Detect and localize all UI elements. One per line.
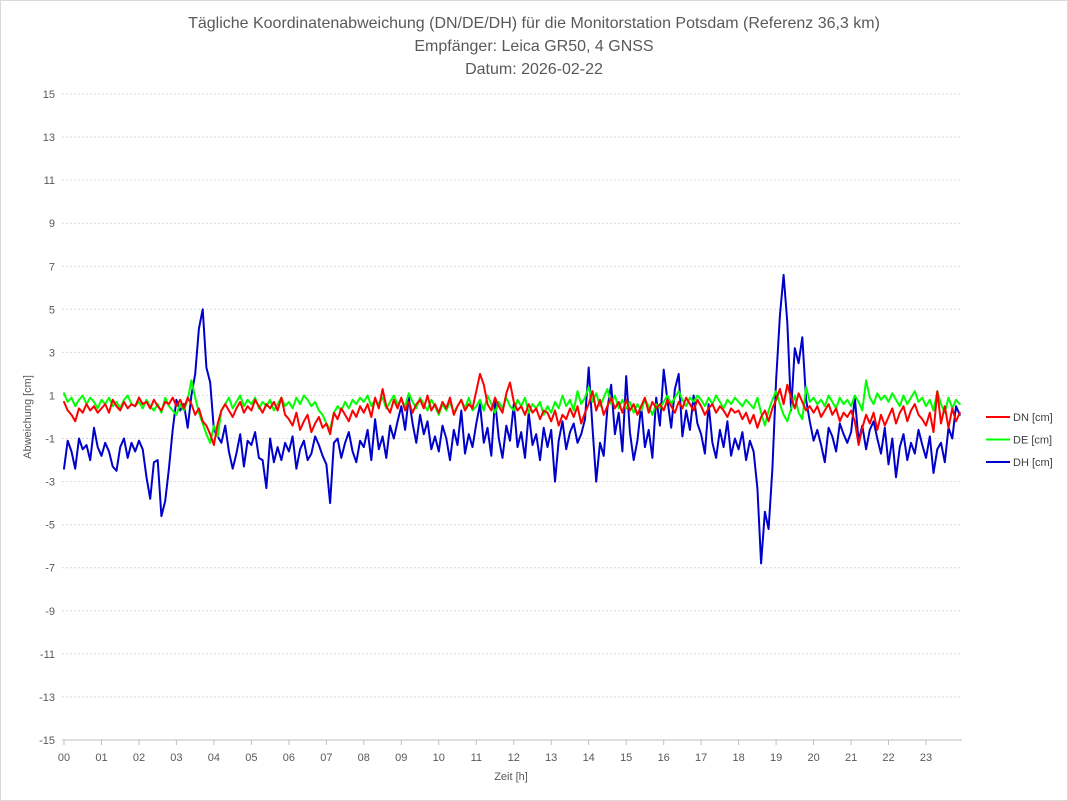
x-tick-label: 07 <box>320 752 332 764</box>
y-tick-label: 15 <box>43 89 55 101</box>
x-tick-label: 13 <box>545 752 557 764</box>
x-tick-label: 22 <box>882 752 894 764</box>
y-tick-label: -1 <box>45 434 55 446</box>
x-tick-label: 17 <box>695 752 707 764</box>
legend: DN [cm] DE [cm] DH [cm] <box>986 412 1053 469</box>
legend-label-de: DE [cm] <box>1013 435 1052 447</box>
x-axis-ticks: 00 01 02 03 04 05 06 07 08 09 10 11 12 13 14 15 16 17 18 19… <box>58 740 932 764</box>
x-tick-label: 16 <box>658 752 670 764</box>
y-tick-label: 3 <box>49 347 55 359</box>
y-tick-label: -15 <box>39 735 55 747</box>
y-tick-label: -13 <box>39 692 55 704</box>
legend-item-de: DE [cm] <box>986 435 1052 447</box>
x-tick-label: 19 <box>770 752 782 764</box>
gridlines <box>62 93 962 741</box>
x-axis-title: Zeit [h] <box>494 771 528 783</box>
x-tick-label: 15 <box>620 752 632 764</box>
x-tick-label: 00 <box>58 752 70 764</box>
chart-subtitle-receiver: Empfänger: Leica GR50, 4 GNSS <box>414 38 653 55</box>
legend-item-dn: DN [cm] <box>986 412 1053 424</box>
y-tick-label: -5 <box>45 520 55 532</box>
series-line-dn <box>63 372 961 446</box>
y-tick-label: 13 <box>43 132 55 144</box>
x-tick-label: 20 <box>807 752 819 764</box>
x-tick-label: 04 <box>208 752 220 764</box>
x-tick-label: 12 <box>508 752 520 764</box>
y-tick-label: -7 <box>45 563 55 575</box>
x-tick-label: 11 <box>471 752 482 764</box>
series-line-dh <box>63 273 961 565</box>
y-tick-label: 7 <box>49 261 55 273</box>
x-tick-label: 09 <box>395 752 407 764</box>
x-tick-label: 08 <box>358 752 370 764</box>
x-tick-label: 10 <box>433 752 445 764</box>
x-tick-label: 18 <box>732 752 744 764</box>
x-tick-label: 02 <box>133 752 145 764</box>
x-tick-label: 21 <box>845 752 857 764</box>
x-tick-label: 23 <box>920 752 932 764</box>
y-tick-label: 1 <box>49 391 55 403</box>
legend-item-dh: DH [cm] <box>986 457 1053 469</box>
chart-title: Tägliche Koordinatenabweichung (DN/DE/DH… <box>188 15 880 32</box>
plot-series <box>63 273 961 565</box>
x-tick-label: 06 <box>283 752 295 764</box>
y-axis-title: Abweichung [cm] <box>22 375 34 459</box>
series-line-de <box>63 379 961 444</box>
y-tick-label: -9 <box>45 606 55 618</box>
chart-subtitle-date: Datum: 2026-02-22 <box>465 61 603 78</box>
x-tick-label: 14 <box>583 752 595 764</box>
x-tick-label: 05 <box>245 752 257 764</box>
legend-label-dn: DN [cm] <box>1013 412 1053 424</box>
y-tick-label: 11 <box>44 175 55 187</box>
x-tick-label: 03 <box>170 752 182 764</box>
legend-label-dh: DH [cm] <box>1013 457 1053 469</box>
y-tick-label: -11 <box>40 649 55 661</box>
y-tick-label: 9 <box>49 218 55 230</box>
y-tick-label: -3 <box>45 477 55 489</box>
x-tick-label: 01 <box>95 752 107 764</box>
y-tick-label: 5 <box>49 304 55 316</box>
